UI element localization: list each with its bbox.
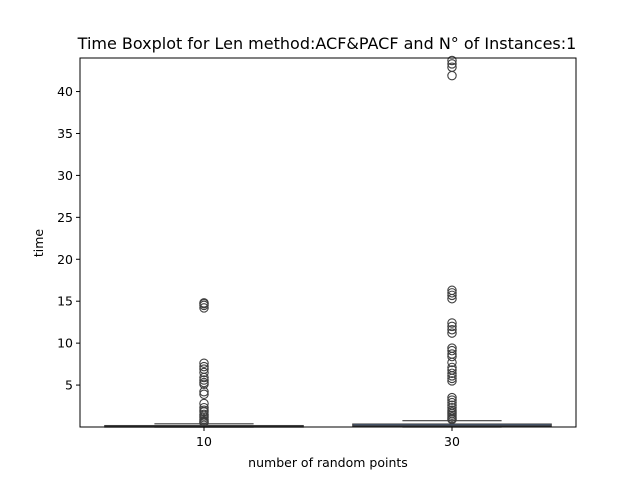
outlier-point bbox=[199, 303, 209, 313]
y-axis-label: time bbox=[31, 229, 46, 258]
outlier-point bbox=[199, 361, 209, 372]
outlier-point bbox=[447, 293, 457, 304]
y-tick-label: 20 bbox=[57, 252, 73, 267]
y-tick-label: 40 bbox=[57, 84, 73, 99]
outlier-point bbox=[447, 368, 457, 379]
outlier-point bbox=[447, 55, 457, 66]
x-axis-label: number of random points bbox=[248, 455, 408, 470]
outlier-point bbox=[447, 328, 457, 338]
outlier-point bbox=[447, 397, 457, 408]
outlier-point bbox=[199, 379, 209, 389]
outlier-point bbox=[447, 324, 457, 335]
x-tick-label: 10 bbox=[196, 434, 212, 449]
outlier-point bbox=[199, 298, 209, 308]
outlier-point bbox=[447, 376, 457, 386]
outlier-point bbox=[447, 402, 457, 413]
y-tick-label: 25 bbox=[57, 210, 73, 225]
plot-frame bbox=[79, 57, 577, 428]
box-group-10 bbox=[104, 298, 304, 428]
outlier-point bbox=[199, 372, 209, 383]
outlier-point bbox=[447, 392, 457, 403]
y-tick-label: 15 bbox=[57, 294, 73, 309]
y-tick-label: 30 bbox=[57, 168, 73, 183]
y-tick-label: 10 bbox=[57, 336, 73, 351]
outlier-point bbox=[199, 407, 209, 417]
outlier-point bbox=[447, 395, 457, 405]
outlier-point bbox=[447, 288, 457, 298]
outlier-point bbox=[199, 375, 209, 385]
outlier-point bbox=[199, 358, 209, 369]
chart-title: Time Boxplot for Len method:ACF&PACF and… bbox=[77, 34, 577, 53]
y-tick-label: 5 bbox=[65, 378, 73, 393]
x-tick-label: 30 bbox=[444, 434, 460, 449]
outlier-point bbox=[447, 321, 457, 332]
outlier-point bbox=[199, 387, 209, 397]
outlier-point bbox=[447, 373, 457, 384]
outlier-point bbox=[447, 318, 457, 328]
outlier-point bbox=[199, 389, 209, 400]
outlier-point bbox=[447, 59, 457, 69]
outlier-point bbox=[447, 357, 457, 368]
outlier-point bbox=[447, 351, 457, 362]
outlier-point bbox=[447, 70, 457, 81]
outlier-point bbox=[447, 290, 457, 301]
y-tick-label: 35 bbox=[57, 126, 73, 141]
box-group-30 bbox=[352, 55, 552, 428]
outlier-point bbox=[199, 367, 209, 378]
plot-area bbox=[104, 55, 552, 428]
outlier-point bbox=[447, 414, 457, 425]
outlier-point bbox=[447, 371, 457, 381]
outlier-point bbox=[447, 345, 457, 356]
